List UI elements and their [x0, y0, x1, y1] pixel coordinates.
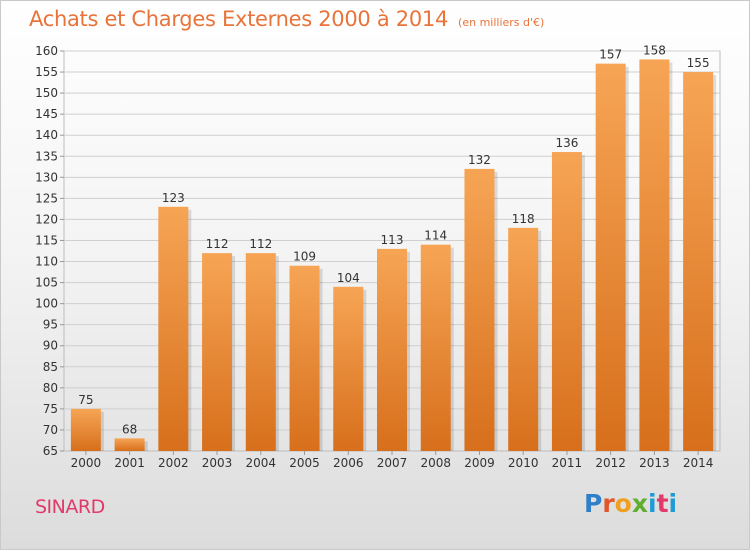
bar-value-label: 112: [206, 237, 229, 251]
bar-value-label: 113: [381, 233, 404, 247]
x-tick-label: 2003: [202, 456, 233, 470]
chart-title: Achats et Charges Externes 2000 à 2014 (e…: [29, 7, 544, 31]
bar-value-label: 157: [599, 48, 622, 62]
x-tick-label: 2007: [377, 456, 408, 470]
x-tick-label: 2010: [508, 456, 539, 470]
bar-value-label: 132: [468, 153, 491, 167]
y-tick-label: 135: [35, 149, 58, 163]
bar: [551, 152, 582, 452]
bar-value-label: 136: [555, 136, 578, 150]
bar: [639, 59, 670, 451]
x-tick-label: 2005: [289, 456, 320, 470]
bar: [289, 265, 320, 451]
y-tick-label: 140: [35, 128, 58, 142]
bar: [70, 408, 101, 451]
bar-value-label: 104: [337, 271, 360, 285]
bar-value-label: 75: [78, 393, 93, 407]
bar-value-label: 109: [293, 250, 316, 264]
x-tick-label: 2004: [246, 456, 277, 470]
y-tick-label: 145: [35, 107, 58, 121]
x-tick-label: 2002: [158, 456, 189, 470]
bar: [683, 72, 714, 451]
y-tick-label: 150: [35, 86, 58, 100]
y-tick-label: 130: [35, 170, 58, 184]
bar-value-label: 158: [643, 43, 666, 57]
bar: [333, 286, 364, 451]
y-tick-label: 85: [43, 360, 58, 374]
bar: [114, 438, 145, 451]
proxiti-logo: Proxiti: [584, 489, 678, 518]
bar: [158, 206, 189, 451]
x-tick-label: 2012: [595, 456, 626, 470]
x-tick-label: 2006: [333, 456, 364, 470]
bar: [595, 63, 626, 451]
x-tick-label: 2000: [71, 456, 102, 470]
bar: [508, 227, 539, 451]
y-tick-label: 105: [35, 276, 58, 290]
y-tick-label: 90: [43, 339, 58, 353]
axis-layer: 65 70 75 80 85 90 95 100 105 110 115 120 125 130 135 14…: [35, 43, 713, 470]
x-tick-label: 2001: [114, 456, 145, 470]
bar-value-label: 114: [424, 229, 447, 243]
y-tick-label: 65: [43, 444, 58, 458]
bar-value-label: 123: [162, 191, 185, 205]
y-tick-label: 95: [43, 318, 58, 332]
y-tick-label: 125: [35, 191, 58, 205]
x-tick-label: 2014: [683, 456, 714, 470]
bar: [464, 168, 495, 452]
bar-value-label: 112: [249, 237, 272, 251]
bars-layer: [70, 59, 717, 452]
y-tick-label: 155: [35, 65, 58, 79]
bar-value-label: 118: [512, 212, 535, 226]
chart-subtitle: (en milliers d'€): [458, 16, 545, 29]
y-tick-label: 120: [35, 212, 58, 226]
x-tick-label: 2008: [420, 456, 451, 470]
y-tick-label: 110: [35, 255, 58, 269]
y-tick-label: 80: [43, 381, 58, 395]
x-tick-label: 2011: [552, 456, 583, 470]
bar: [377, 248, 407, 451]
chart-title-text: Achats et Charges Externes 2000 à 2014: [29, 7, 449, 31]
city-name: SINARD: [35, 496, 105, 518]
bar: [245, 253, 276, 451]
bar-value-label: 155: [687, 56, 710, 70]
x-tick-label: 2009: [464, 456, 495, 470]
y-tick-label: 115: [35, 233, 58, 247]
bar: [420, 244, 451, 451]
y-tick-label: 75: [43, 402, 58, 416]
y-tick-label: 70: [43, 423, 58, 437]
x-tick-label: 2013: [639, 456, 670, 470]
bar-value-label: 68: [122, 422, 137, 436]
y-tick-label: 100: [35, 297, 58, 311]
bar: [202, 253, 233, 451]
y-tick-label: 160: [35, 44, 58, 58]
